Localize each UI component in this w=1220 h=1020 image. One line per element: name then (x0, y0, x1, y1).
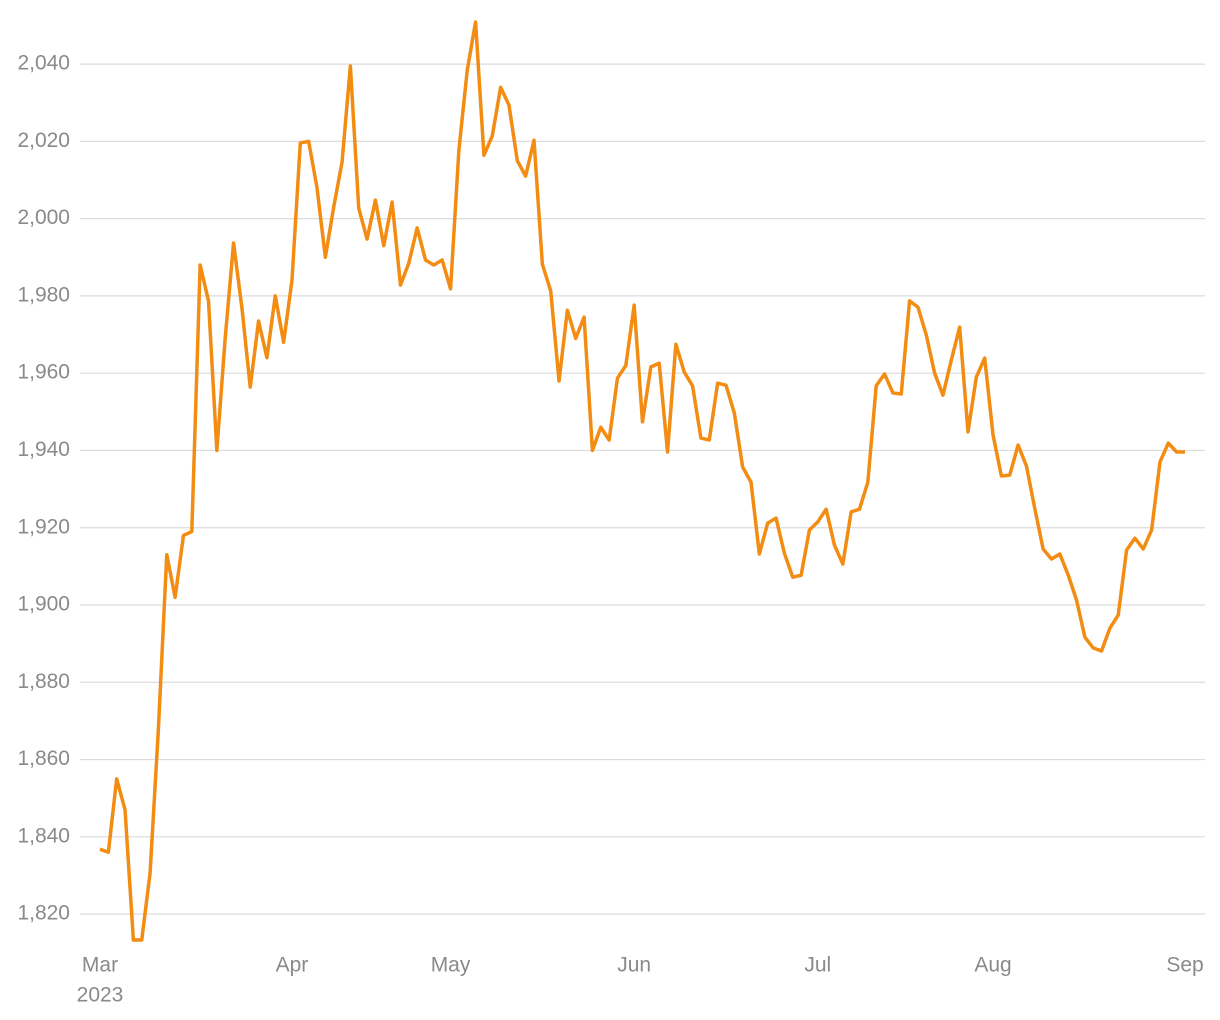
x-tick-label: Aug (974, 954, 1011, 977)
x-tick-label: Jul (804, 954, 831, 977)
y-tick-label: 1,880 (17, 670, 70, 693)
x-tick-label: May (431, 954, 471, 977)
y-tick-label: 1,940 (17, 438, 70, 461)
price-line (99, 20, 1185, 942)
y-tick-label: 1,860 (17, 747, 70, 770)
y-tick-label: 1,900 (17, 593, 70, 616)
y-tick-label: 2,020 (17, 129, 70, 152)
y-tick-label: 1,980 (17, 283, 70, 306)
y-tick-label: 2,040 (17, 52, 70, 75)
y-tick-label: 1,960 (17, 361, 70, 384)
y-tick-label: 1,840 (17, 824, 70, 847)
x-tick-label: Apr (276, 954, 309, 977)
x-tick-label: Jun (617, 954, 651, 977)
y-tick-label: 1,920 (17, 515, 70, 538)
x-tick-label: Mar (82, 954, 118, 977)
y-tick-label: 2,000 (17, 206, 70, 229)
x-tick-label: Sep (1166, 954, 1203, 977)
y-tick-label: 1,820 (17, 902, 70, 925)
x-year-label: 2023 (77, 984, 124, 1007)
